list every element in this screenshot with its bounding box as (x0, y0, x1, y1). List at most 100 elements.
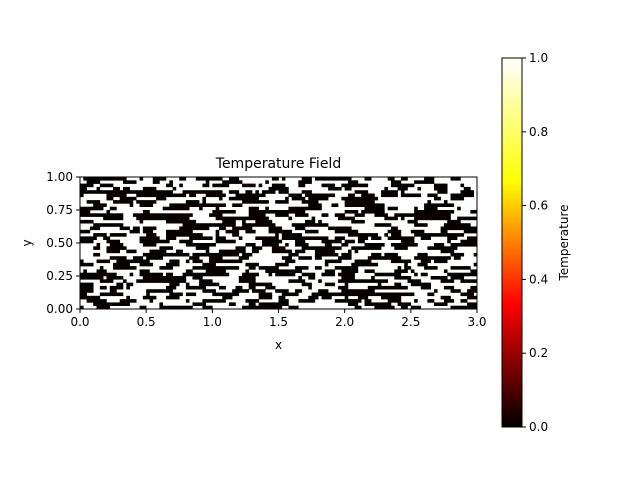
heatmap-cell (453, 226, 465, 231)
heatmap-cell (440, 295, 451, 300)
heatmap-cell (238, 276, 246, 280)
heatmap-cell (212, 289, 216, 293)
heatmap-cell (136, 216, 147, 221)
heatmap-cell (261, 243, 266, 247)
heatmap-cell (437, 210, 448, 214)
heatmap-cell (109, 276, 124, 280)
heatmap-cell (357, 239, 365, 244)
heatmap-cell (463, 229, 471, 234)
heatmap-cell (470, 269, 477, 273)
heatmap-cell (166, 233, 170, 237)
heatmap-cell (99, 266, 104, 270)
heatmap-cell (228, 259, 233, 264)
heatmap-cell (347, 200, 355, 204)
heatmap-cell (166, 285, 173, 290)
heatmap-cell (427, 180, 431, 184)
heatmap-cell (99, 279, 107, 283)
heatmap-cell (433, 289, 438, 293)
heatmap-cell (199, 282, 210, 287)
heatmap-cell (149, 213, 163, 217)
heatmap-cell (238, 279, 250, 283)
heatmap-cell (443, 269, 448, 273)
heatmap-cell (258, 183, 263, 188)
heatmap-cell (367, 259, 372, 264)
x-axis-label: x (275, 338, 282, 352)
heatmap-cell (205, 180, 210, 184)
heatmap-cell (146, 216, 157, 221)
heatmap-cell (175, 216, 190, 221)
heatmap-cell (344, 252, 352, 257)
heatmap-cell (265, 266, 269, 270)
heatmap-cell (159, 305, 170, 309)
heatmap-cell (156, 196, 164, 201)
heatmap-cell (225, 249, 236, 254)
heatmap-cell (192, 203, 197, 207)
heatmap-cell (417, 262, 428, 267)
heatmap-cell (281, 272, 296, 277)
heatmap-cell (334, 213, 342, 217)
heatmap-cell (394, 282, 402, 287)
heatmap-cell (106, 249, 120, 254)
heatmap-cell (387, 292, 395, 297)
heatmap-cell (334, 292, 345, 297)
heatmap-cell (308, 299, 316, 303)
heatmap-cell (308, 285, 312, 290)
heatmap-cell (447, 226, 455, 231)
heatmap-cell (278, 269, 286, 273)
heatmap-cell (347, 193, 352, 198)
heatmap-cell (440, 226, 448, 231)
heatmap-cell (93, 226, 101, 231)
heatmap-cell (295, 239, 306, 244)
heatmap-cell (338, 279, 352, 283)
heatmap-cell (301, 177, 312, 181)
heatmap-cell (136, 213, 150, 217)
heatmap-cell (281, 256, 293, 260)
heatmap-cell (209, 223, 216, 227)
heatmap-cell (109, 213, 120, 217)
heatmap-cell (374, 213, 388, 217)
heatmap-cell (381, 193, 385, 198)
heatmap-cell (255, 210, 269, 214)
heatmap-cell (248, 210, 256, 214)
heatmap-cell (80, 229, 91, 234)
heatmap-cell (467, 302, 477, 306)
heatmap-cell (248, 266, 256, 270)
heatmap-cell (390, 259, 398, 264)
heatmap-cell (202, 279, 213, 283)
heatmap-cell (387, 272, 392, 277)
heatmap-cell (195, 246, 210, 250)
heatmap-cell (387, 177, 392, 181)
heatmap-cell (463, 226, 477, 231)
heatmap-cell (281, 289, 289, 293)
heatmap-cell (344, 282, 349, 287)
heatmap-cell (113, 193, 127, 198)
heatmap-cell (152, 236, 160, 240)
heatmap-cell (139, 219, 144, 224)
heatmap-cell (80, 259, 84, 264)
heatmap-cell (182, 190, 190, 194)
heatmap-cell (215, 223, 226, 227)
heatmap-cell (437, 190, 448, 194)
heatmap-cell (199, 206, 203, 211)
heatmap-cell (298, 180, 312, 184)
heatmap-cell (215, 203, 226, 207)
heatmap-cell (450, 305, 455, 309)
heatmap-cell (245, 269, 250, 273)
heatmap-cell (420, 236, 431, 240)
heatmap-cell (99, 183, 114, 188)
heatmap-cell (242, 226, 250, 231)
heatmap-cell (324, 243, 332, 247)
heatmap-cell (354, 203, 362, 207)
heatmap-cell (427, 299, 435, 303)
heatmap-cell (427, 200, 431, 204)
x-tick-label: 1.5 (269, 315, 288, 329)
heatmap-cell (202, 196, 207, 201)
heatmap-cell (139, 262, 154, 267)
heatmap-cell (169, 282, 180, 287)
heatmap-cell (169, 216, 177, 221)
heatmap-cell (414, 206, 418, 211)
x-tick-label: 0.0 (70, 315, 89, 329)
heatmap-cell (450, 289, 455, 293)
heatmap-cell (410, 269, 415, 273)
